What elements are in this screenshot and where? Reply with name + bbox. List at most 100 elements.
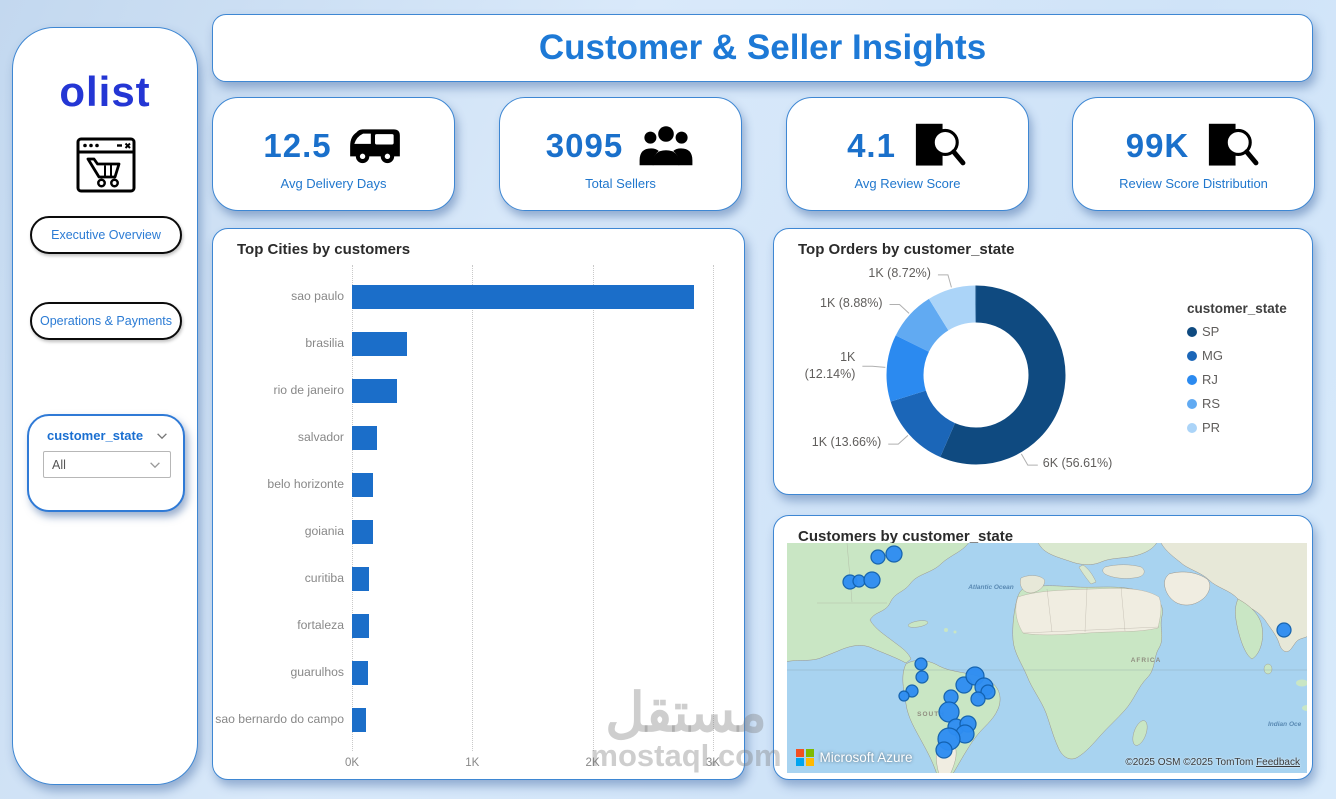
bar-guarulhos[interactable]	[352, 661, 368, 685]
bar-category-label: sao bernardo do campo	[215, 712, 344, 726]
map-bubble[interactable]	[885, 545, 903, 563]
bar-goiania[interactable]	[352, 520, 373, 544]
donut-label-leader	[1020, 453, 1038, 466]
azure-brand: Microsoft Azure	[796, 748, 913, 766]
donut-legend: customer_state SP MG RJ RS PR	[1187, 301, 1287, 444]
legend-label: RS	[1202, 396, 1221, 411]
map-bubble[interactable]	[914, 657, 928, 671]
donut-label-leader	[937, 274, 952, 288]
donut-data-label-RS: 1K (8.88%)	[820, 295, 883, 310]
feedback-link[interactable]: Feedback	[1256, 757, 1300, 768]
map-bubble[interactable]	[870, 549, 886, 565]
kpi-label: Total Sellers	[585, 175, 656, 191]
chevron-down-icon	[148, 458, 162, 472]
sidebar: olist Executive Overview Operations & Pay…	[12, 27, 198, 785]
nav-button-0[interactable]: Executive Overview	[30, 216, 182, 254]
gridline	[592, 265, 594, 751]
map-bubble[interactable]	[915, 670, 929, 684]
legend-label: RJ	[1202, 372, 1218, 387]
bar-sao-bernardo-do-campo[interactable]	[352, 708, 367, 732]
bar-category-label: sao paulo	[291, 289, 344, 303]
map-title: Customers by customer_state	[798, 528, 1014, 545]
atlantic-ocean-label: Atlantic Ocean	[967, 584, 1014, 591]
map-canvas: Atlantic Ocean AFRICA SOUTH Indian Oce	[787, 543, 1307, 773]
kpi-value: 12.5	[263, 126, 332, 164]
legend-item-SP[interactable]: SP	[1187, 324, 1287, 339]
truck-icon	[346, 122, 404, 170]
x-axis-tick: 3K	[705, 757, 720, 769]
legend-item-RS[interactable]: RS	[1187, 396, 1287, 411]
gridline	[712, 265, 714, 751]
nav-button-1[interactable]: Operations & Payments	[30, 302, 182, 340]
donut-label-leader	[888, 435, 909, 445]
bar-fortaleza[interactable]	[352, 614, 369, 638]
kpi-card-3: 99K Review Score Distribution	[1072, 97, 1315, 211]
filter-field-label: customer_state	[47, 428, 144, 443]
kpi-label: Avg Delivery Days	[280, 175, 387, 191]
bar-category-label: belo horizonte	[267, 477, 344, 491]
x-axis-tick: 2K	[585, 757, 600, 769]
gridline	[472, 265, 474, 751]
bar-category-label: goiania	[304, 524, 344, 538]
legend-dot	[1187, 422, 1197, 433]
legend-title: customer_state	[1187, 301, 1287, 316]
africa-label: AFRICA	[1131, 657, 1162, 664]
kpi-card-2: 4.1 Avg Review Score	[786, 97, 1029, 211]
customers-map-card: Customers by customer_state	[773, 515, 1313, 780]
map-bubble[interactable]	[1276, 622, 1292, 638]
header: Customer & Seller Insights	[212, 14, 1313, 82]
microsoft-logo-icon	[796, 748, 814, 766]
donut-slice-PR[interactable]	[886, 285, 1066, 465]
bar-category-label: salvador	[297, 430, 344, 444]
legend-dot	[1187, 374, 1197, 385]
bar-belo-horizonte[interactable]	[352, 473, 374, 497]
kpi-card-0: 12.5 Avg Delivery Days	[212, 97, 455, 211]
filter-selected-value: All	[52, 457, 66, 472]
donut-slice-RJ[interactable]	[886, 285, 1066, 465]
map-bubble[interactable]	[852, 574, 866, 588]
kpi-label: Review Score Distribution	[1119, 175, 1268, 191]
map-bubble[interactable]	[935, 741, 953, 759]
south-america-label: SOUTH	[917, 711, 945, 718]
x-axis-tick: 0K	[344, 757, 360, 769]
bar-category-label: fortaleza	[297, 618, 344, 632]
legend-dot	[1187, 326, 1197, 337]
donut-data-label-PR: 1K (8.72%)	[868, 265, 931, 280]
legend-item-RJ[interactable]: RJ	[1187, 372, 1287, 387]
bar-category-label: curitiba	[304, 571, 344, 585]
kpi-value: 99K	[1125, 126, 1190, 164]
map-bubble[interactable]	[898, 690, 910, 702]
legend-label: SP	[1202, 324, 1220, 339]
kpi-card-1: 3095 Total Sellers	[499, 97, 742, 211]
storefront-cart-icon	[76, 136, 136, 194]
map-bubble[interactable]	[863, 571, 881, 589]
bar-category-label: rio de janeiro	[273, 383, 344, 397]
top-cities-bar-chart: Top Cities by customers 0K 1K 2K 3K sao p…	[212, 228, 745, 780]
customer-state-filter: customer_state All	[27, 414, 185, 512]
donut-data-label-MG: 1K (13.66%)	[811, 435, 882, 450]
bar-category-label: guarulhos	[290, 665, 344, 679]
bar-rio-de-janeiro[interactable]	[352, 379, 397, 403]
bar-brasilia[interactable]	[352, 332, 408, 356]
map-attribution: ©2025 OSM ©2025 TomTom Feedback	[1125, 757, 1300, 768]
gridline	[352, 265, 353, 751]
bar-sao-paulo[interactable]	[352, 285, 694, 309]
x-axis-tick: 1K	[465, 757, 480, 769]
world-map[interactable]: Atlantic Ocean AFRICA SOUTH Indian Oce M…	[787, 543, 1307, 773]
filter-value-dropdown[interactable]: All	[43, 451, 171, 478]
legend-item-MG[interactable]: MG	[1187, 348, 1287, 363]
legend-label: MG	[1202, 348, 1223, 363]
donut-label-leader	[862, 365, 886, 368]
bar-curitiba[interactable]	[352, 567, 369, 591]
orders-by-state-donut-chart: Top Orders by customer_state 6K (56.61%)…	[773, 228, 1313, 495]
legend-item-PR[interactable]: PR	[1187, 420, 1287, 435]
people-icon	[637, 122, 695, 170]
donut-chart-title: Top Orders by customer_state	[798, 241, 1015, 258]
page-title: Customer & Seller Insights	[538, 28, 987, 67]
map-bubble[interactable]	[970, 691, 986, 707]
bar-salvador[interactable]	[352, 426, 378, 450]
donut-data-label-RJ: 1K (12.14%)	[804, 350, 856, 382]
chevron-down-icon[interactable]	[155, 429, 169, 443]
donut-plot	[862, 274, 1066, 466]
kpi-value: 3095	[545, 126, 624, 164]
